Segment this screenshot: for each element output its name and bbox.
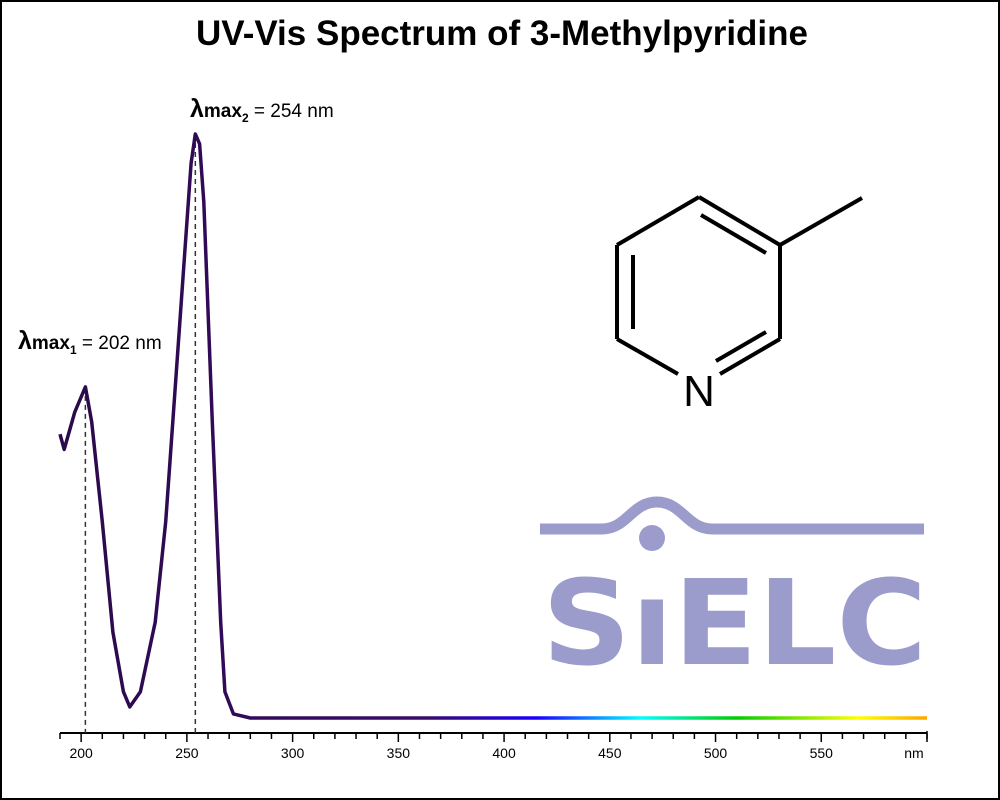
x-axis-unit-label: nm bbox=[904, 745, 923, 761]
x-tick-label: 300 bbox=[281, 745, 305, 761]
index-sub: 2 bbox=[242, 111, 249, 125]
x-tick-label: 250 bbox=[175, 745, 199, 761]
lambda-symbol: λ bbox=[18, 327, 32, 355]
logo-wave bbox=[540, 496, 924, 535]
x-tick-label: 200 bbox=[69, 745, 93, 761]
lambda-value: = 254 nm bbox=[249, 101, 334, 122]
x-tick-label: 450 bbox=[598, 745, 622, 761]
x-tick-label: 550 bbox=[810, 745, 834, 761]
x-tick-label: 400 bbox=[492, 745, 516, 761]
lambda-max-2-label: λmax2 = 254 nm bbox=[190, 95, 334, 125]
spectrum-line bbox=[58, 132, 927, 720]
max-sub: max bbox=[32, 333, 70, 354]
lambda-value: = 202 nm bbox=[77, 333, 162, 354]
lambda-symbol: λ bbox=[190, 95, 204, 123]
max-sub: max bbox=[204, 101, 242, 122]
x-tick-label: 500 bbox=[704, 745, 728, 761]
nitrogen-atom-label: N bbox=[683, 367, 715, 416]
chart-title: UV-Vis Spectrum of 3-Methylpyridine bbox=[196, 14, 808, 53]
x-tick-label: 350 bbox=[387, 745, 411, 761]
sielc-logo: SıELC bbox=[540, 496, 927, 692]
logo-text: SıELC bbox=[542, 554, 927, 692]
lambda-max-1-label: λmax1 = 202 nm bbox=[18, 327, 162, 357]
lambda-max-droplines bbox=[84, 134, 197, 733]
molecule-structure bbox=[615, 195, 863, 376]
index-sub: 1 bbox=[70, 343, 77, 357]
x-axis: 200 250 300 350 400 450 500 550 bbox=[59, 731, 928, 761]
logo-dot bbox=[639, 525, 665, 551]
